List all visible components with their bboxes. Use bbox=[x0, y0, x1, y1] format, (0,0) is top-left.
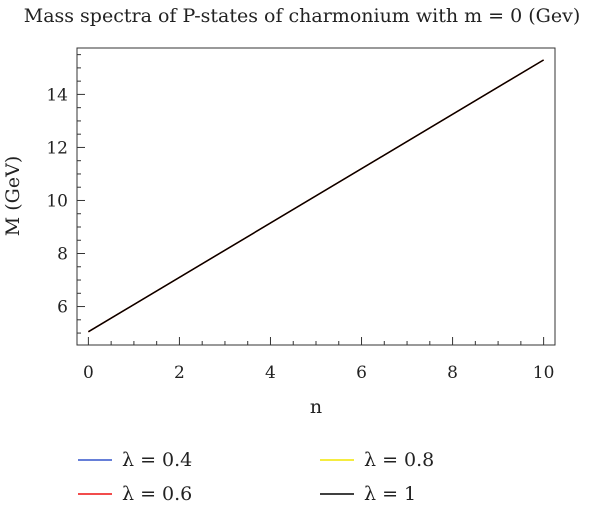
legend-item: λ = 0.4 bbox=[78, 449, 192, 471]
y-tick-label: 10 bbox=[46, 191, 68, 211]
y-tick-label: 8 bbox=[57, 245, 68, 265]
x-tick-label: 0 bbox=[83, 363, 94, 383]
legend-item: λ = 0.6 bbox=[78, 483, 192, 505]
y-tick-label: 6 bbox=[57, 298, 68, 318]
x-tick-label: 4 bbox=[265, 363, 276, 383]
x-axis-label: n bbox=[310, 396, 322, 418]
y-tick-label: 14 bbox=[46, 85, 68, 105]
chart-title: Mass spectra of P-states of charmonium w… bbox=[24, 5, 581, 27]
y-axis: 6 8 10 12 14 bbox=[46, 54, 85, 334]
legend-label: λ = 1 bbox=[364, 483, 416, 505]
legend-label: λ = 0.6 bbox=[122, 483, 192, 505]
legend-item: λ = 0.8 bbox=[320, 449, 434, 471]
x-tick-label: 10 bbox=[533, 363, 555, 383]
y-tick-label: 12 bbox=[46, 138, 68, 158]
x-tick-label: 8 bbox=[447, 363, 458, 383]
legend-label: λ = 0.8 bbox=[364, 449, 434, 471]
y-axis-label: M (GeV) bbox=[2, 156, 24, 236]
legend: λ = 0.4 λ = 0.8 λ = 0.6 λ = 1 bbox=[78, 449, 434, 505]
x-tick-label: 6 bbox=[356, 363, 367, 383]
series-lines bbox=[88, 59, 544, 333]
legend-label: λ = 0.4 bbox=[122, 449, 192, 471]
x-axis: 0 2 4 6 8 10 bbox=[83, 337, 554, 383]
series-line bbox=[88, 59, 544, 333]
x-tick-label: 2 bbox=[174, 363, 185, 383]
legend-item: λ = 1 bbox=[320, 483, 416, 505]
